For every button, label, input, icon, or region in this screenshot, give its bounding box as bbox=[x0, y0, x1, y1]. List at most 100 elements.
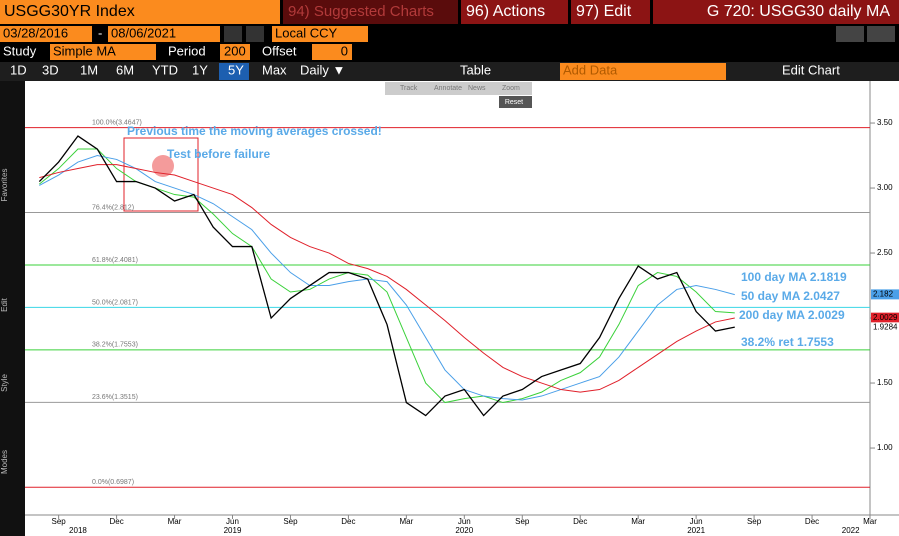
y-tick-label: 1.50 bbox=[877, 378, 893, 387]
actions-btn[interactable] bbox=[461, 0, 568, 24]
last-value-label: 2.182 bbox=[873, 289, 894, 298]
x-tick-label: Mar bbox=[863, 517, 877, 526]
start-box[interactable] bbox=[0, 26, 92, 42]
period-button[interactable]: Max bbox=[262, 62, 287, 77]
offset: 0 bbox=[341, 43, 348, 58]
period-button[interactable]: 1M bbox=[80, 62, 98, 77]
sidebar-label: Edit bbox=[0, 297, 9, 312]
level-label: 38.2%(1.7553) bbox=[92, 342, 138, 349]
level-label: 76.4%(2.812) bbox=[92, 204, 134, 211]
screen-box bbox=[653, 0, 899, 24]
annotation: 38.2% ret 1.7553 bbox=[741, 335, 834, 349]
x-tick-label: Jun bbox=[458, 517, 471, 526]
x-tick-label: Mar bbox=[631, 517, 645, 526]
end-box[interactable] bbox=[108, 26, 220, 42]
last-value-tag bbox=[871, 322, 899, 333]
x-tick-label: Dec bbox=[573, 517, 587, 526]
period-button[interactable]: 3D bbox=[42, 62, 59, 77]
study-name: Simple MA bbox=[53, 43, 116, 58]
last-value-tag bbox=[871, 289, 899, 300]
year-label: 2019 bbox=[224, 526, 242, 535]
x-tick-label: Mar bbox=[168, 517, 182, 526]
security-box[interactable] bbox=[0, 0, 280, 24]
period-button[interactable]: 1D bbox=[10, 62, 27, 77]
add-data-box[interactable] bbox=[560, 63, 726, 80]
tool[interactable]: Track bbox=[400, 85, 418, 92]
x-tick-label: Mar bbox=[399, 517, 413, 526]
annotation: 100 day MA 2.1819 bbox=[741, 270, 847, 284]
ma-line bbox=[39, 155, 735, 401]
offset-label: Offset bbox=[262, 43, 297, 58]
study-box[interactable] bbox=[50, 44, 156, 60]
edit: 97) Edit bbox=[576, 3, 632, 20]
period-button[interactable]: 6M bbox=[116, 62, 134, 77]
ma-line bbox=[39, 164, 735, 393]
period-label: Period bbox=[168, 43, 206, 58]
last-value-label: 2.0029 bbox=[873, 313, 898, 322]
prev-btn[interactable] bbox=[224, 26, 242, 42]
suggested: 94) Suggested Charts bbox=[288, 3, 434, 20]
x-tick-label: Jun bbox=[226, 517, 239, 526]
frequency[interactable]: Daily ▼ bbox=[300, 62, 345, 77]
chart-bg bbox=[25, 81, 899, 536]
screen: G 720: USGG30 daily MA bbox=[707, 3, 891, 20]
period-button[interactable]: YTD bbox=[152, 62, 178, 77]
y-tick-label: 2.50 bbox=[877, 248, 893, 257]
suggested-btn[interactable] bbox=[283, 0, 458, 24]
price-line bbox=[38, 135, 735, 417]
sidebar-label: Favorites bbox=[0, 169, 9, 202]
x-tick-label: Jun bbox=[690, 517, 703, 526]
year-label: 2020 bbox=[455, 526, 473, 535]
reset-btn[interactable] bbox=[499, 96, 532, 108]
x-tick-label: Dec bbox=[109, 517, 123, 526]
reset: Reset bbox=[505, 99, 523, 106]
table[interactable]: Table bbox=[460, 62, 491, 77]
annotation: 50 day MA 2.0427 bbox=[741, 289, 840, 303]
annotation: 200 day MA 2.0029 bbox=[739, 308, 845, 322]
level-label: 61.8%(2.4081) bbox=[92, 257, 138, 264]
selected-period bbox=[219, 63, 249, 80]
x-tick-label: Dec bbox=[341, 517, 355, 526]
period-box[interactable] bbox=[220, 44, 250, 60]
sidebar-label: Modes bbox=[0, 450, 9, 474]
period-bar bbox=[0, 62, 899, 81]
offset-box[interactable] bbox=[312, 44, 352, 60]
next-btn[interactable] bbox=[246, 26, 264, 42]
period: 200 bbox=[224, 43, 246, 58]
dash: - bbox=[98, 25, 102, 40]
annotation: Previous time the moving averages crosse… bbox=[127, 124, 382, 138]
tool[interactable]: News bbox=[468, 85, 486, 92]
x-tick-label: Sep bbox=[52, 517, 67, 526]
level-label: 0.0%(0.6987) bbox=[92, 479, 134, 486]
tool[interactable]: Annotate bbox=[434, 85, 462, 92]
y-tick-label: 1.00 bbox=[877, 443, 893, 452]
ccy-box[interactable] bbox=[272, 26, 368, 42]
year-label: 2022 bbox=[842, 526, 860, 535]
highlight-circle bbox=[152, 155, 174, 177]
currency: Local CCY bbox=[275, 25, 337, 40]
highlight-box bbox=[123, 137, 199, 212]
redo-btn[interactable] bbox=[867, 26, 895, 42]
period-button[interactable]: 5Y bbox=[228, 62, 244, 77]
sidebar bbox=[0, 81, 25, 536]
tools-bar bbox=[385, 82, 532, 95]
edit-btn[interactable] bbox=[571, 0, 650, 24]
level-label: 50.0%(2.0817) bbox=[92, 299, 138, 306]
tool[interactable]: Zoom bbox=[502, 85, 520, 92]
security: USGG30YR Index bbox=[4, 3, 135, 20]
edit-chart[interactable]: Edit Chart bbox=[782, 62, 840, 77]
undo-btn[interactable] bbox=[836, 26, 864, 42]
last-value-tag bbox=[871, 312, 899, 323]
level-label: 100.0%(3.4647) bbox=[92, 119, 142, 126]
period-button[interactable]: 1Y bbox=[192, 62, 208, 77]
x-tick-label: Sep bbox=[747, 517, 762, 526]
actions: 96) Actions bbox=[466, 3, 545, 20]
level-label: 23.6%(1.3515) bbox=[92, 394, 138, 401]
end-date: 08/06/2021 bbox=[111, 25, 176, 40]
study-label: Study bbox=[3, 43, 37, 58]
year-label: 2021 bbox=[687, 526, 705, 535]
sidebar-label: Style bbox=[0, 374, 9, 392]
start-date: 03/28/2016 bbox=[3, 25, 68, 40]
year-label: 2018 bbox=[69, 526, 87, 535]
